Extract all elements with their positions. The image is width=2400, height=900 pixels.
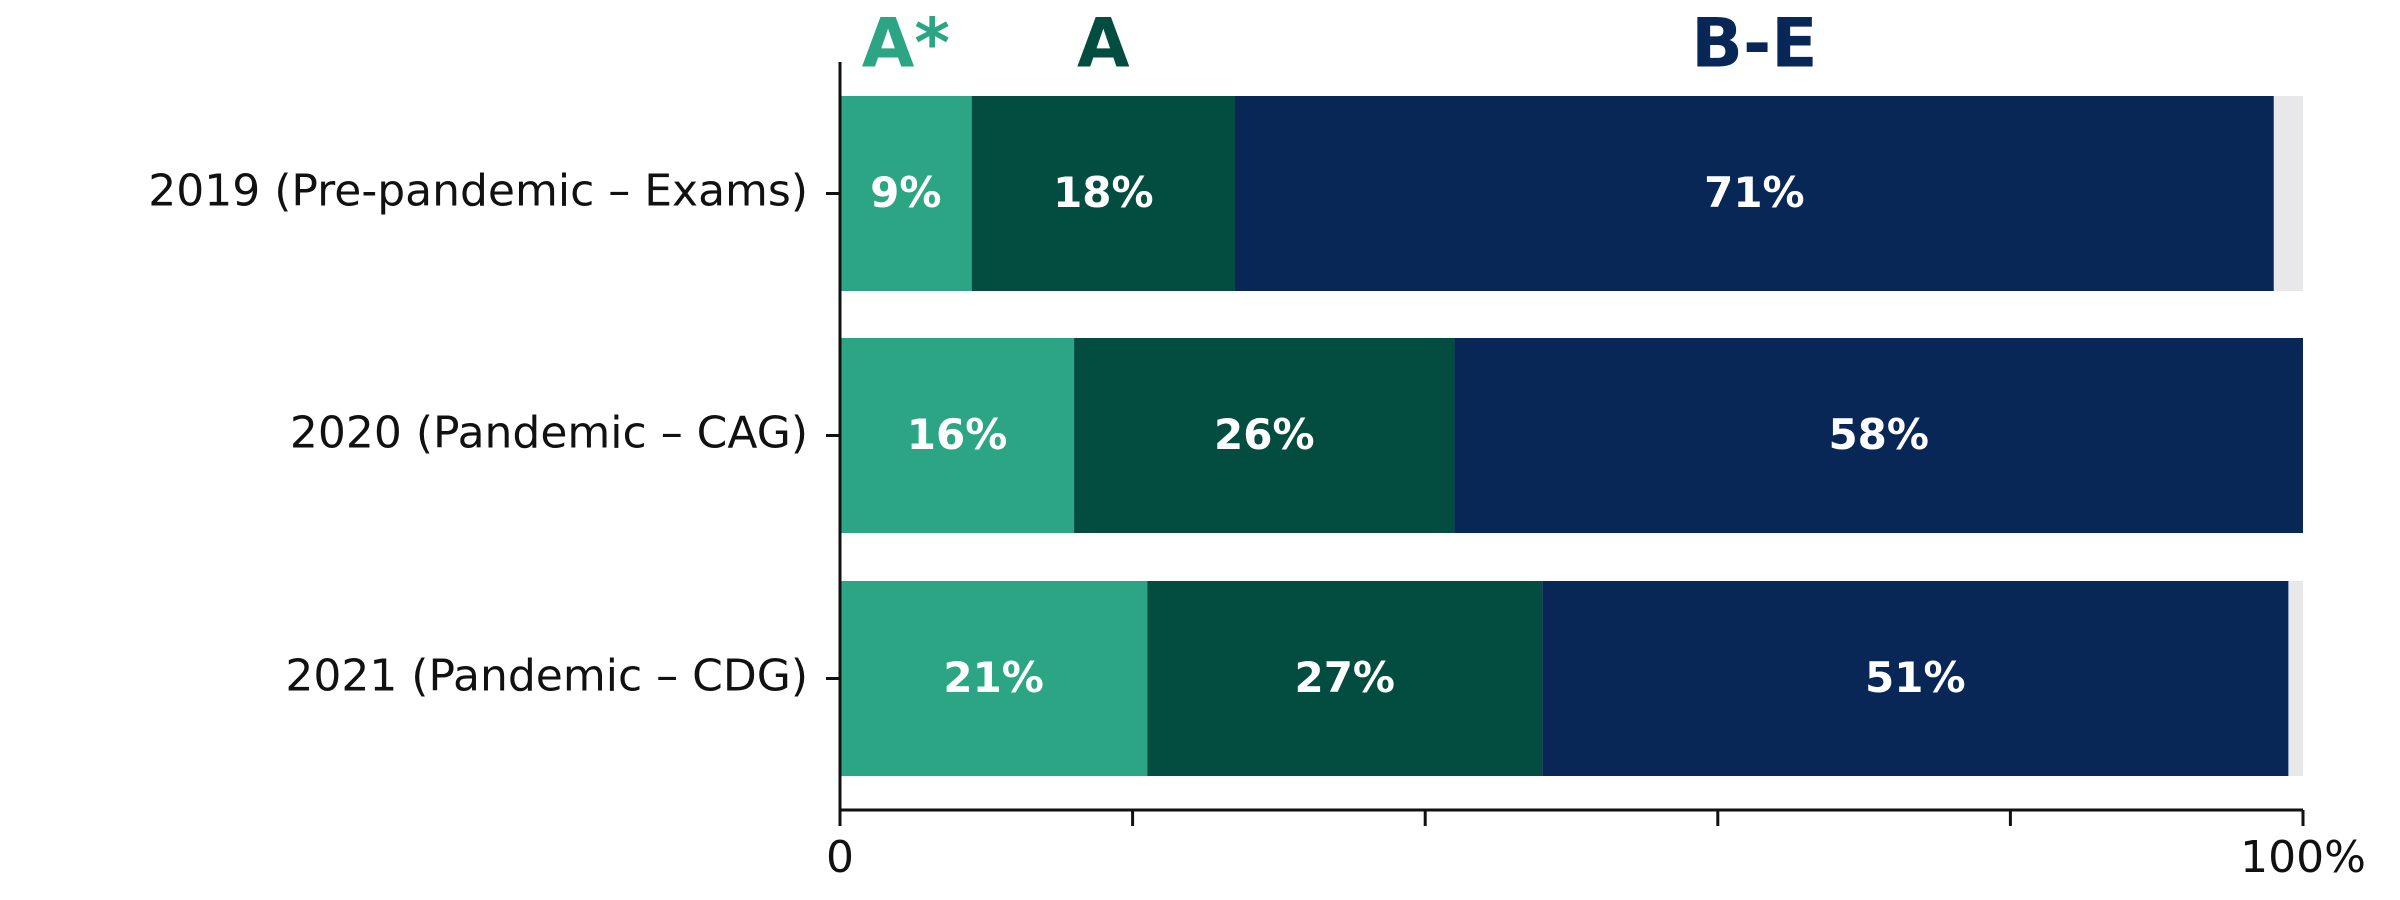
x-tick-label: 0	[826, 832, 854, 883]
legend-entry: A*	[862, 5, 950, 84]
data-label: 51%	[1865, 653, 1966, 702]
bar-segment	[840, 338, 1075, 533]
y-tick-label: 2019 (Pre-pandemic – Exams)	[148, 166, 808, 217]
bar-segment	[1074, 338, 1455, 533]
data-label: 26%	[1214, 410, 1315, 459]
data-label: 9%	[870, 168, 941, 217]
data-label: 16%	[907, 410, 1008, 459]
bar-segment	[971, 96, 1236, 291]
bar-segment	[840, 96, 972, 291]
legend-entry: B-E	[1691, 5, 1818, 84]
legend-entry: A	[1077, 5, 1130, 84]
y-tick-label: 2020 (Pandemic – CAG)	[290, 408, 808, 459]
y-tick-label: 2021 (Pandemic – CDG)	[285, 651, 808, 702]
data-label: 58%	[1828, 410, 1929, 459]
bar-segment	[840, 581, 1148, 776]
data-label: 18%	[1053, 168, 1154, 217]
data-label: 71%	[1704, 168, 1805, 217]
bar-segment	[1542, 581, 2289, 776]
bar-segment	[1235, 96, 2274, 291]
data-label: 27%	[1294, 653, 1395, 702]
x-tick-label: 100%	[2240, 832, 2366, 883]
bar-segment	[1454, 338, 2303, 533]
data-label: 21%	[943, 653, 1044, 702]
bar-segment	[1147, 581, 1543, 776]
